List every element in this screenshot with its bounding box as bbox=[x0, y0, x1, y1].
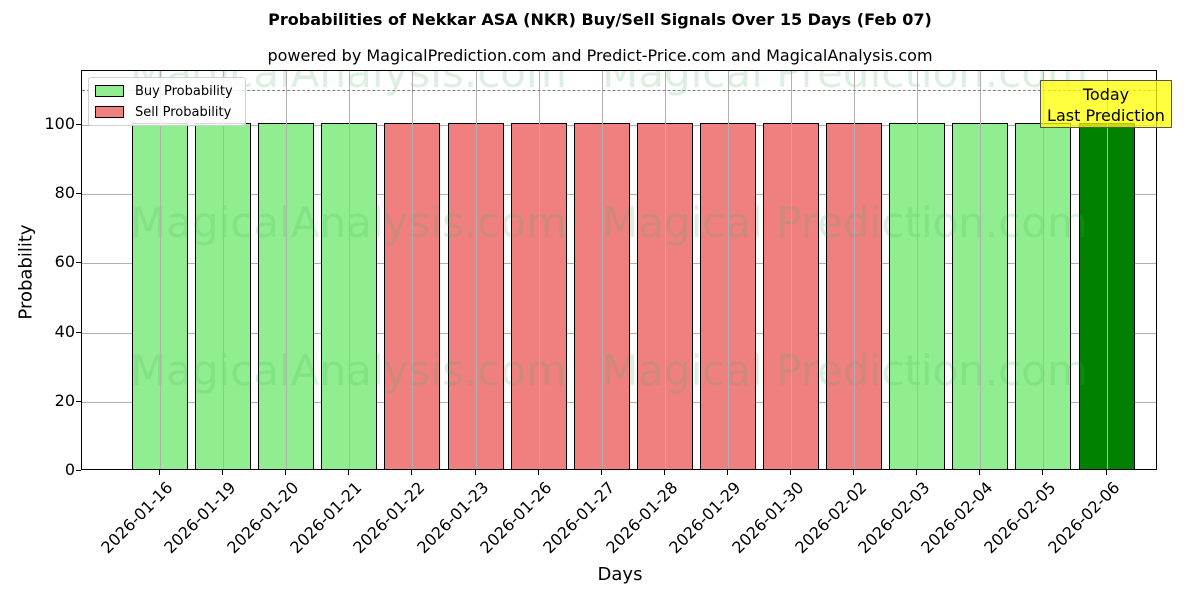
annotation-line1: Today bbox=[1082, 85, 1130, 104]
gridline-vertical bbox=[349, 71, 351, 469]
x-tick-mark bbox=[979, 470, 981, 475]
y-tick-mark bbox=[76, 124, 81, 125]
x-tick-mark bbox=[1042, 470, 1044, 475]
legend-label-buy: Buy Probability bbox=[135, 83, 233, 99]
y-tick-mark bbox=[76, 400, 81, 402]
annotation-line2: Last Prediction bbox=[1047, 106, 1165, 125]
buy-swatch-icon bbox=[95, 85, 124, 97]
x-tick-mark bbox=[285, 470, 287, 475]
x-tick-mark bbox=[600, 470, 602, 475]
gridline-vertical bbox=[286, 71, 288, 469]
y-axis-label: Probability bbox=[15, 224, 37, 320]
x-axis-label: Days bbox=[597, 564, 643, 585]
x-tick-mark bbox=[790, 470, 791, 475]
y-tick-label: 60 bbox=[54, 252, 75, 272]
gridline-vertical bbox=[1043, 71, 1045, 469]
gridline-vertical bbox=[664, 71, 666, 469]
gridline-vertical bbox=[980, 71, 982, 469]
gridline-vertical bbox=[917, 71, 919, 469]
gridline-vertical bbox=[160, 71, 161, 469]
chart-subtitle: powered by MagicalPrediction.com and Pre… bbox=[267, 46, 933, 65]
x-tick-mark bbox=[411, 470, 413, 475]
plot-area: MagicalAnalysis.com Magical Prediction.co… bbox=[81, 70, 1157, 470]
x-tick-mark bbox=[222, 470, 224, 475]
y-tick-label: 40 bbox=[54, 321, 75, 341]
y-tick-label: 0 bbox=[64, 460, 75, 479]
legend-label-sell: Sell Probability bbox=[135, 104, 232, 120]
gridline-vertical bbox=[601, 71, 603, 469]
x-tick-mark bbox=[159, 470, 160, 475]
x-tick-mark bbox=[474, 470, 476, 475]
today-annotation: Today Last Prediction bbox=[1040, 80, 1172, 128]
y-tick-label: 20 bbox=[54, 390, 75, 410]
y-tick-mark bbox=[76, 193, 81, 195]
y-tick-label: 100 bbox=[44, 114, 75, 133]
y-tick-mark bbox=[76, 262, 81, 264]
legend-item-buy: Buy Probability bbox=[95, 83, 233, 99]
watermark-text: Magical Prediction.com bbox=[602, 70, 1088, 97]
x-tick-mark bbox=[537, 470, 539, 475]
x-tick-mark bbox=[663, 470, 665, 475]
gridline-vertical bbox=[475, 71, 477, 469]
sell-swatch-icon bbox=[95, 106, 124, 118]
y-tick-mark bbox=[76, 331, 81, 333]
reference-line bbox=[82, 90, 1156, 92]
gridline-vertical bbox=[1106, 71, 1108, 469]
legend: Buy Probability Sell Probability bbox=[88, 77, 246, 126]
chart-title: Probabilities of Nekkar ASA (NKR) Buy/Se… bbox=[268, 10, 932, 29]
gridline-vertical bbox=[223, 71, 225, 469]
gridline-vertical bbox=[791, 71, 792, 469]
x-tick-mark bbox=[916, 470, 918, 475]
y-tick-mark bbox=[76, 470, 81, 471]
gridline-vertical bbox=[538, 71, 540, 469]
x-tick-mark bbox=[726, 470, 728, 475]
x-tick-mark bbox=[1105, 470, 1107, 475]
gridline-vertical bbox=[412, 71, 414, 469]
x-tick-mark bbox=[853, 470, 855, 475]
y-tick-label: 80 bbox=[54, 183, 75, 203]
gridline-vertical bbox=[727, 71, 729, 469]
x-tick-mark bbox=[348, 470, 350, 475]
gridline-vertical bbox=[854, 71, 856, 469]
legend-item-sell: Sell Probability bbox=[95, 104, 231, 120]
